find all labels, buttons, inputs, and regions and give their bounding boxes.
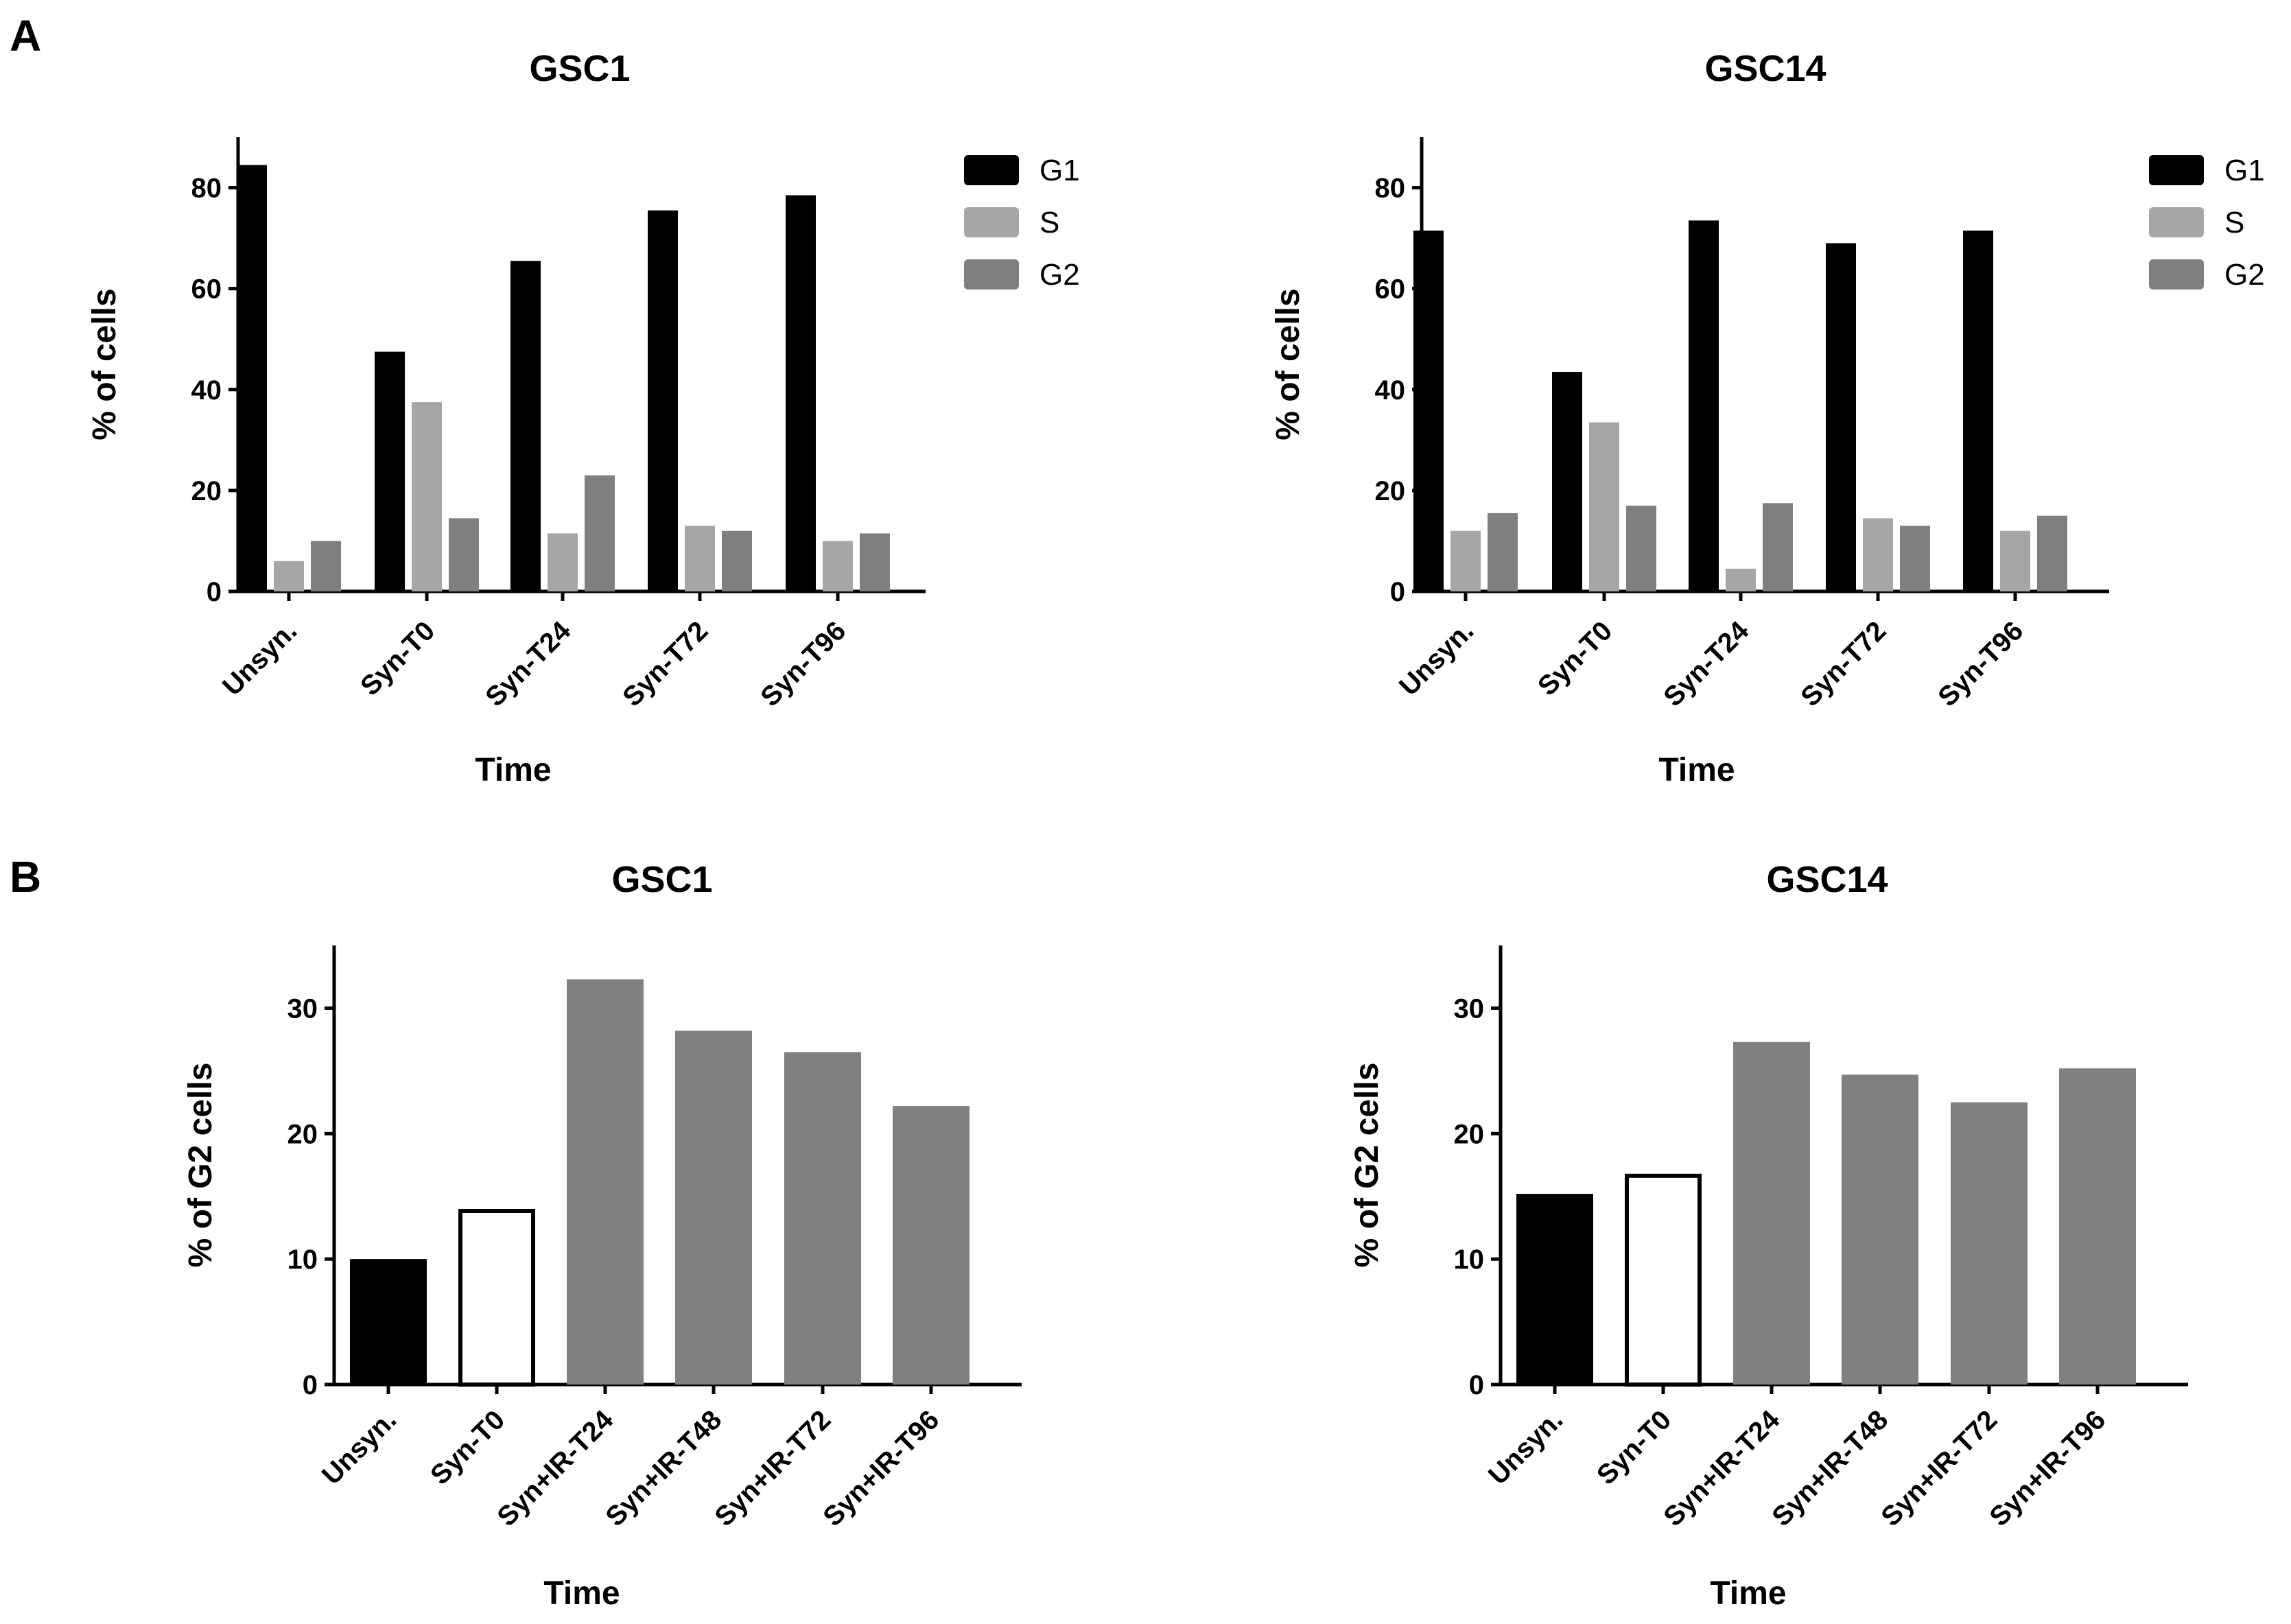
- bar-g1: [1552, 372, 1582, 591]
- y-tick-label: 40: [1375, 375, 1406, 405]
- bar-g2: [1626, 505, 1656, 591]
- bar: [350, 1259, 427, 1385]
- legend-label-g1: G1: [2224, 154, 2265, 187]
- legend-label-g2: G2: [2224, 258, 2265, 292]
- y-tick-label: 30: [287, 993, 318, 1024]
- bar-g2: [860, 533, 890, 591]
- chart-title: GSC1: [529, 48, 630, 89]
- bar-g1: [1413, 231, 1444, 592]
- legend-swatch-g1: [2149, 155, 2204, 185]
- x-axis-label: Time: [1658, 752, 1735, 788]
- panel-label-b: B: [10, 852, 41, 902]
- legend-swatch-g1: [964, 155, 1019, 185]
- bar: [2059, 1068, 2136, 1385]
- y-axis-label: % of cells: [1270, 288, 1306, 440]
- bar-s: [274, 561, 304, 591]
- y-tick-label: 20: [1454, 1119, 1485, 1149]
- y-tick-label: 30: [1454, 993, 1485, 1024]
- bar-g2: [449, 518, 479, 591]
- y-tick-label: 10: [1454, 1245, 1485, 1275]
- bar-g2: [585, 475, 615, 591]
- chart-title: GSC14: [1704, 48, 1826, 89]
- chart-title: GSC14: [1766, 859, 1888, 900]
- bar-s: [1863, 518, 1893, 591]
- y-axis-label: % of cells: [86, 288, 123, 440]
- bar-g1: [237, 165, 267, 591]
- legend-swatch-g2: [964, 259, 1019, 290]
- bar-g2: [311, 541, 341, 591]
- legend-label-g1: G1: [1039, 154, 1080, 187]
- bar-g2: [2037, 515, 2067, 591]
- bar-g2: [1488, 513, 1518, 591]
- bar: [1733, 1042, 1810, 1385]
- bar-g1: [1963, 231, 1993, 592]
- y-tick-label: 80: [1375, 174, 1406, 204]
- y-tick-label: 20: [191, 476, 222, 506]
- bar-s: [1726, 568, 1756, 591]
- bar-s: [2000, 530, 2030, 591]
- y-axis-label: % of G2 cells: [1349, 1063, 1385, 1268]
- bar: [675, 1031, 752, 1385]
- bar: [458, 1209, 535, 1387]
- y-tick-label: 0: [1390, 577, 1405, 607]
- x-axis-label: Time: [475, 752, 551, 788]
- y-tick-label: 60: [1375, 274, 1406, 305]
- y-tick-label: 40: [191, 375, 222, 405]
- y-tick-label: 10: [287, 1245, 318, 1275]
- y-tick-label: 20: [287, 1119, 318, 1149]
- legend-label-s: S: [2224, 206, 2244, 239]
- y-tick-label: 60: [191, 274, 222, 305]
- bar-s: [685, 526, 715, 591]
- bar-g2: [1763, 503, 1793, 591]
- panel-label-a: A: [10, 11, 41, 60]
- bar-g1: [786, 195, 816, 592]
- bar-g1: [1826, 243, 1856, 591]
- bar-s: [548, 533, 578, 591]
- bar: [784, 1052, 861, 1385]
- bar-s: [1589, 422, 1619, 591]
- legend-swatch-s: [964, 207, 1019, 237]
- y-tick-label: 0: [207, 577, 222, 607]
- legend-label-s: S: [1039, 206, 1059, 239]
- bar: [893, 1106, 970, 1385]
- y-axis-label: % of G2 cells: [183, 1063, 219, 1268]
- chart-title: GSC1: [611, 859, 712, 900]
- bar: [1516, 1194, 1593, 1385]
- x-axis-label: Time: [1710, 1575, 1786, 1612]
- bar: [567, 979, 644, 1385]
- y-tick-label: 0: [303, 1370, 318, 1400]
- bar: [1951, 1102, 2028, 1385]
- bar: [1625, 1173, 1702, 1387]
- bar-s: [412, 402, 442, 591]
- y-tick-label: 0: [1469, 1370, 1484, 1400]
- bar-g1: [375, 351, 405, 591]
- legend-swatch-s: [2149, 207, 2204, 237]
- bar: [1842, 1074, 1918, 1385]
- bar-g2: [1900, 526, 1930, 591]
- y-tick-label: 80: [191, 174, 222, 204]
- bar-g1: [510, 261, 541, 591]
- x-axis-label: Time: [543, 1575, 620, 1612]
- bar-s: [823, 541, 853, 591]
- bar-s: [1450, 530, 1481, 591]
- legend-label-g2: G2: [1039, 258, 1080, 292]
- bar-g2: [722, 530, 752, 591]
- bar-g1: [648, 210, 678, 592]
- y-tick-label: 20: [1375, 476, 1406, 506]
- bar-g1: [1689, 220, 1719, 591]
- legend-swatch-g2: [2149, 259, 2204, 290]
